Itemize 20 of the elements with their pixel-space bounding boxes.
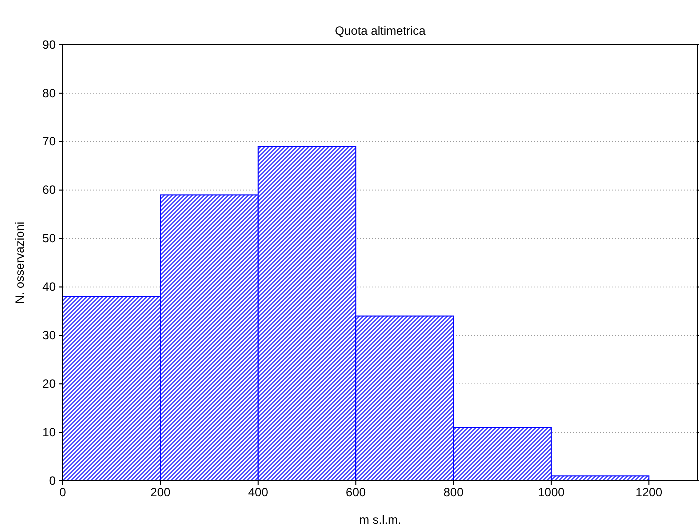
y-tick-label: 70 bbox=[42, 134, 56, 149]
x-tick-label: 400 bbox=[248, 486, 269, 500]
y-tick-label: 0 bbox=[49, 474, 56, 488]
x-tick-label: 0 bbox=[60, 486, 67, 500]
x-tick-label: 1200 bbox=[636, 486, 663, 500]
x-tick-label: 200 bbox=[150, 486, 172, 500]
y-tick-label: 60 bbox=[42, 183, 56, 198]
y-axis-title: N. osservazioni bbox=[13, 222, 27, 304]
y-tick-label: 10 bbox=[42, 425, 56, 440]
x-axis-title: m s.l.m. bbox=[360, 513, 402, 527]
y-tick-label: 50 bbox=[42, 232, 56, 246]
chart-title: Quota altimetrica bbox=[335, 24, 426, 38]
x-tick-label: 800 bbox=[444, 486, 464, 500]
y-tick-label: 90 bbox=[42, 38, 56, 52]
y-tick-label: 40 bbox=[42, 280, 56, 294]
x-tick-label: 1000 bbox=[538, 486, 566, 500]
y-tick-label: 80 bbox=[42, 86, 56, 100]
x-tick-label: 600 bbox=[346, 486, 366, 500]
y-tick-label: 20 bbox=[42, 376, 56, 391]
y-tick-label: 30 bbox=[42, 328, 56, 343]
